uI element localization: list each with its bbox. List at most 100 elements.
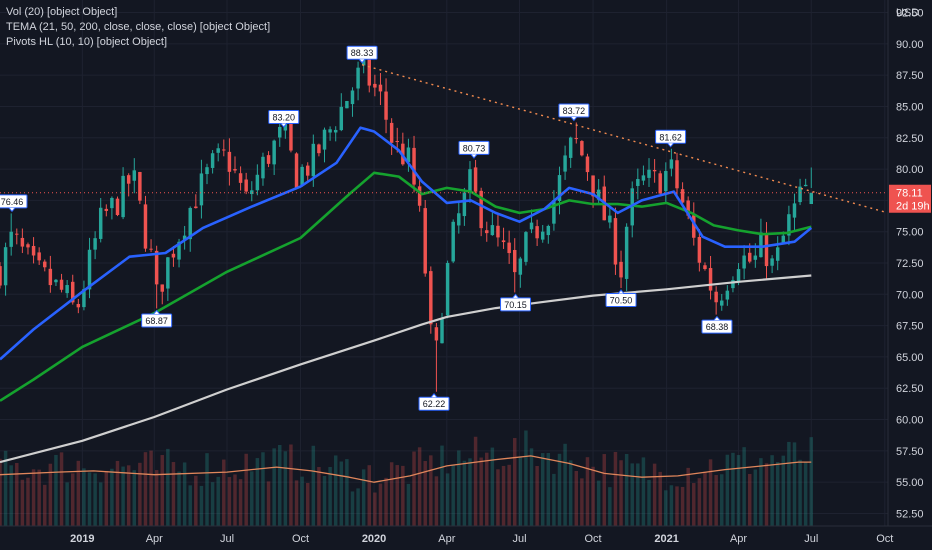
price-tick-label: 70.00 — [896, 289, 924, 301]
pivot-labels: 76.46 68.87 83.20 88.33 62.22 80.73 70.15 83.72… — [0, 45, 733, 411]
pivot-label-pointer — [8, 207, 16, 213]
candle — [708, 255, 713, 300]
candle-body — [585, 156, 590, 173]
candle — [429, 266, 433, 334]
candle — [59, 273, 64, 293]
candle — [227, 138, 232, 186]
time-axis-background — [0, 526, 932, 550]
volume-bar — [753, 469, 758, 526]
volume-bar — [641, 457, 646, 526]
candle — [205, 163, 209, 185]
volume-bar — [563, 443, 567, 526]
volume-bar — [725, 454, 730, 526]
pivot-label-text: 76.46 — [1, 197, 24, 207]
candle — [457, 202, 461, 234]
candle — [15, 228, 19, 245]
candle-body — [328, 129, 332, 133]
candle-body — [742, 255, 746, 269]
candle — [775, 236, 780, 271]
pivot-label-pointer — [713, 315, 721, 321]
candle-body — [20, 237, 25, 247]
volume-bar — [457, 450, 461, 526]
volume-bar — [82, 468, 86, 526]
candle-body — [289, 119, 293, 151]
candle — [0, 262, 2, 289]
candle-body — [731, 280, 735, 289]
candles — [0, 50, 814, 392]
candle-body — [680, 189, 685, 203]
volume-bar — [238, 479, 243, 526]
candle-body — [266, 155, 271, 164]
candle-body — [93, 238, 97, 250]
volume-bar — [43, 484, 47, 526]
candle — [580, 140, 584, 157]
volume-bar — [798, 459, 802, 526]
pivot-label: 62.22 — [418, 392, 450, 411]
volume-bar — [669, 485, 674, 526]
legend-tema[interactable]: TEMA (21, 50, 200, close, close, close) … — [6, 21, 271, 33]
volume-bar — [720, 474, 724, 526]
candle — [255, 164, 260, 196]
candle-body — [305, 165, 310, 176]
candle-body — [166, 257, 170, 289]
candle-body — [272, 140, 276, 165]
pivot-label-text: 70.15 — [504, 300, 527, 310]
candle — [518, 256, 523, 288]
candle — [188, 206, 192, 252]
price-tick-label: 92.50 — [896, 8, 924, 20]
candle-body — [753, 255, 758, 260]
candle-body — [110, 197, 114, 209]
candle — [3, 242, 8, 296]
volume-bar — [608, 487, 612, 526]
legend-pivots[interactable]: Pivots HL (10, 10) [object Object] — [6, 36, 167, 48]
volume-bar — [809, 437, 814, 526]
candle — [563, 145, 567, 180]
volume-bar — [529, 448, 534, 526]
candle — [373, 74, 377, 97]
candle — [731, 276, 735, 293]
candle — [546, 224, 551, 244]
candle — [283, 122, 288, 139]
candle — [356, 61, 360, 101]
volume-bar — [462, 460, 467, 526]
volume-bar — [71, 473, 75, 526]
candle — [98, 198, 103, 243]
candle — [272, 139, 276, 176]
volume-bar — [429, 455, 433, 526]
volume-bar — [138, 462, 142, 526]
candle — [266, 151, 271, 168]
volume-bar — [104, 470, 109, 526]
candle-body — [714, 291, 718, 303]
candle-body — [384, 91, 388, 120]
candle-body — [244, 179, 248, 192]
candle-body — [0, 266, 2, 286]
candle-body — [406, 147, 411, 163]
candle — [759, 218, 763, 258]
legend-volume[interactable]: Vol (20) [object Object] — [6, 6, 118, 18]
candle-body — [485, 230, 489, 234]
volume-bar — [747, 473, 752, 526]
candle — [76, 298, 81, 314]
candle-body — [479, 190, 483, 229]
candle-body — [261, 156, 265, 179]
volume-bar — [770, 455, 774, 526]
candle-body — [652, 169, 657, 172]
pivot-label: 76.46 — [0, 194, 28, 213]
volume-bar — [322, 475, 327, 526]
pivot-label: 83.20 — [268, 109, 300, 128]
candle-body — [747, 252, 752, 262]
candle — [496, 214, 500, 247]
candle-body — [104, 208, 109, 211]
candle — [149, 239, 153, 253]
candle-body — [708, 268, 713, 291]
candle-body — [540, 231, 545, 240]
volume-bar — [451, 465, 455, 526]
candle-body — [563, 155, 567, 172]
price-tick-label: 72.50 — [896, 258, 924, 270]
volume-bar — [686, 467, 690, 526]
candle — [445, 260, 450, 319]
candle-body — [445, 262, 450, 316]
trend-line — [361, 64, 889, 214]
candle — [233, 156, 237, 174]
